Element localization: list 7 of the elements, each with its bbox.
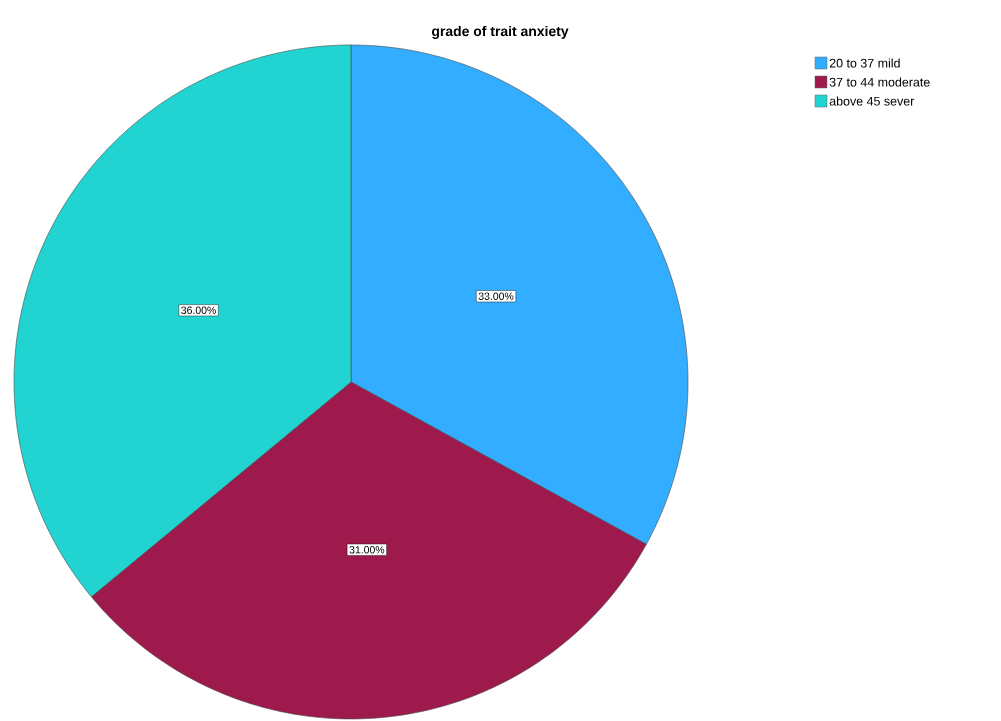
data-label: 31.00% <box>349 546 385 554</box>
legend-label: above 45 sever <box>829 96 915 106</box>
chart-title: grade of trait anxiety <box>431 25 569 39</box>
data-label: 36.00% <box>181 306 216 314</box>
legend-label: 20 to 37 mild <box>829 58 900 68</box>
data-label: 33.00% <box>478 292 514 300</box>
legend-label: 37 to 44 moderate <box>829 77 930 87</box>
